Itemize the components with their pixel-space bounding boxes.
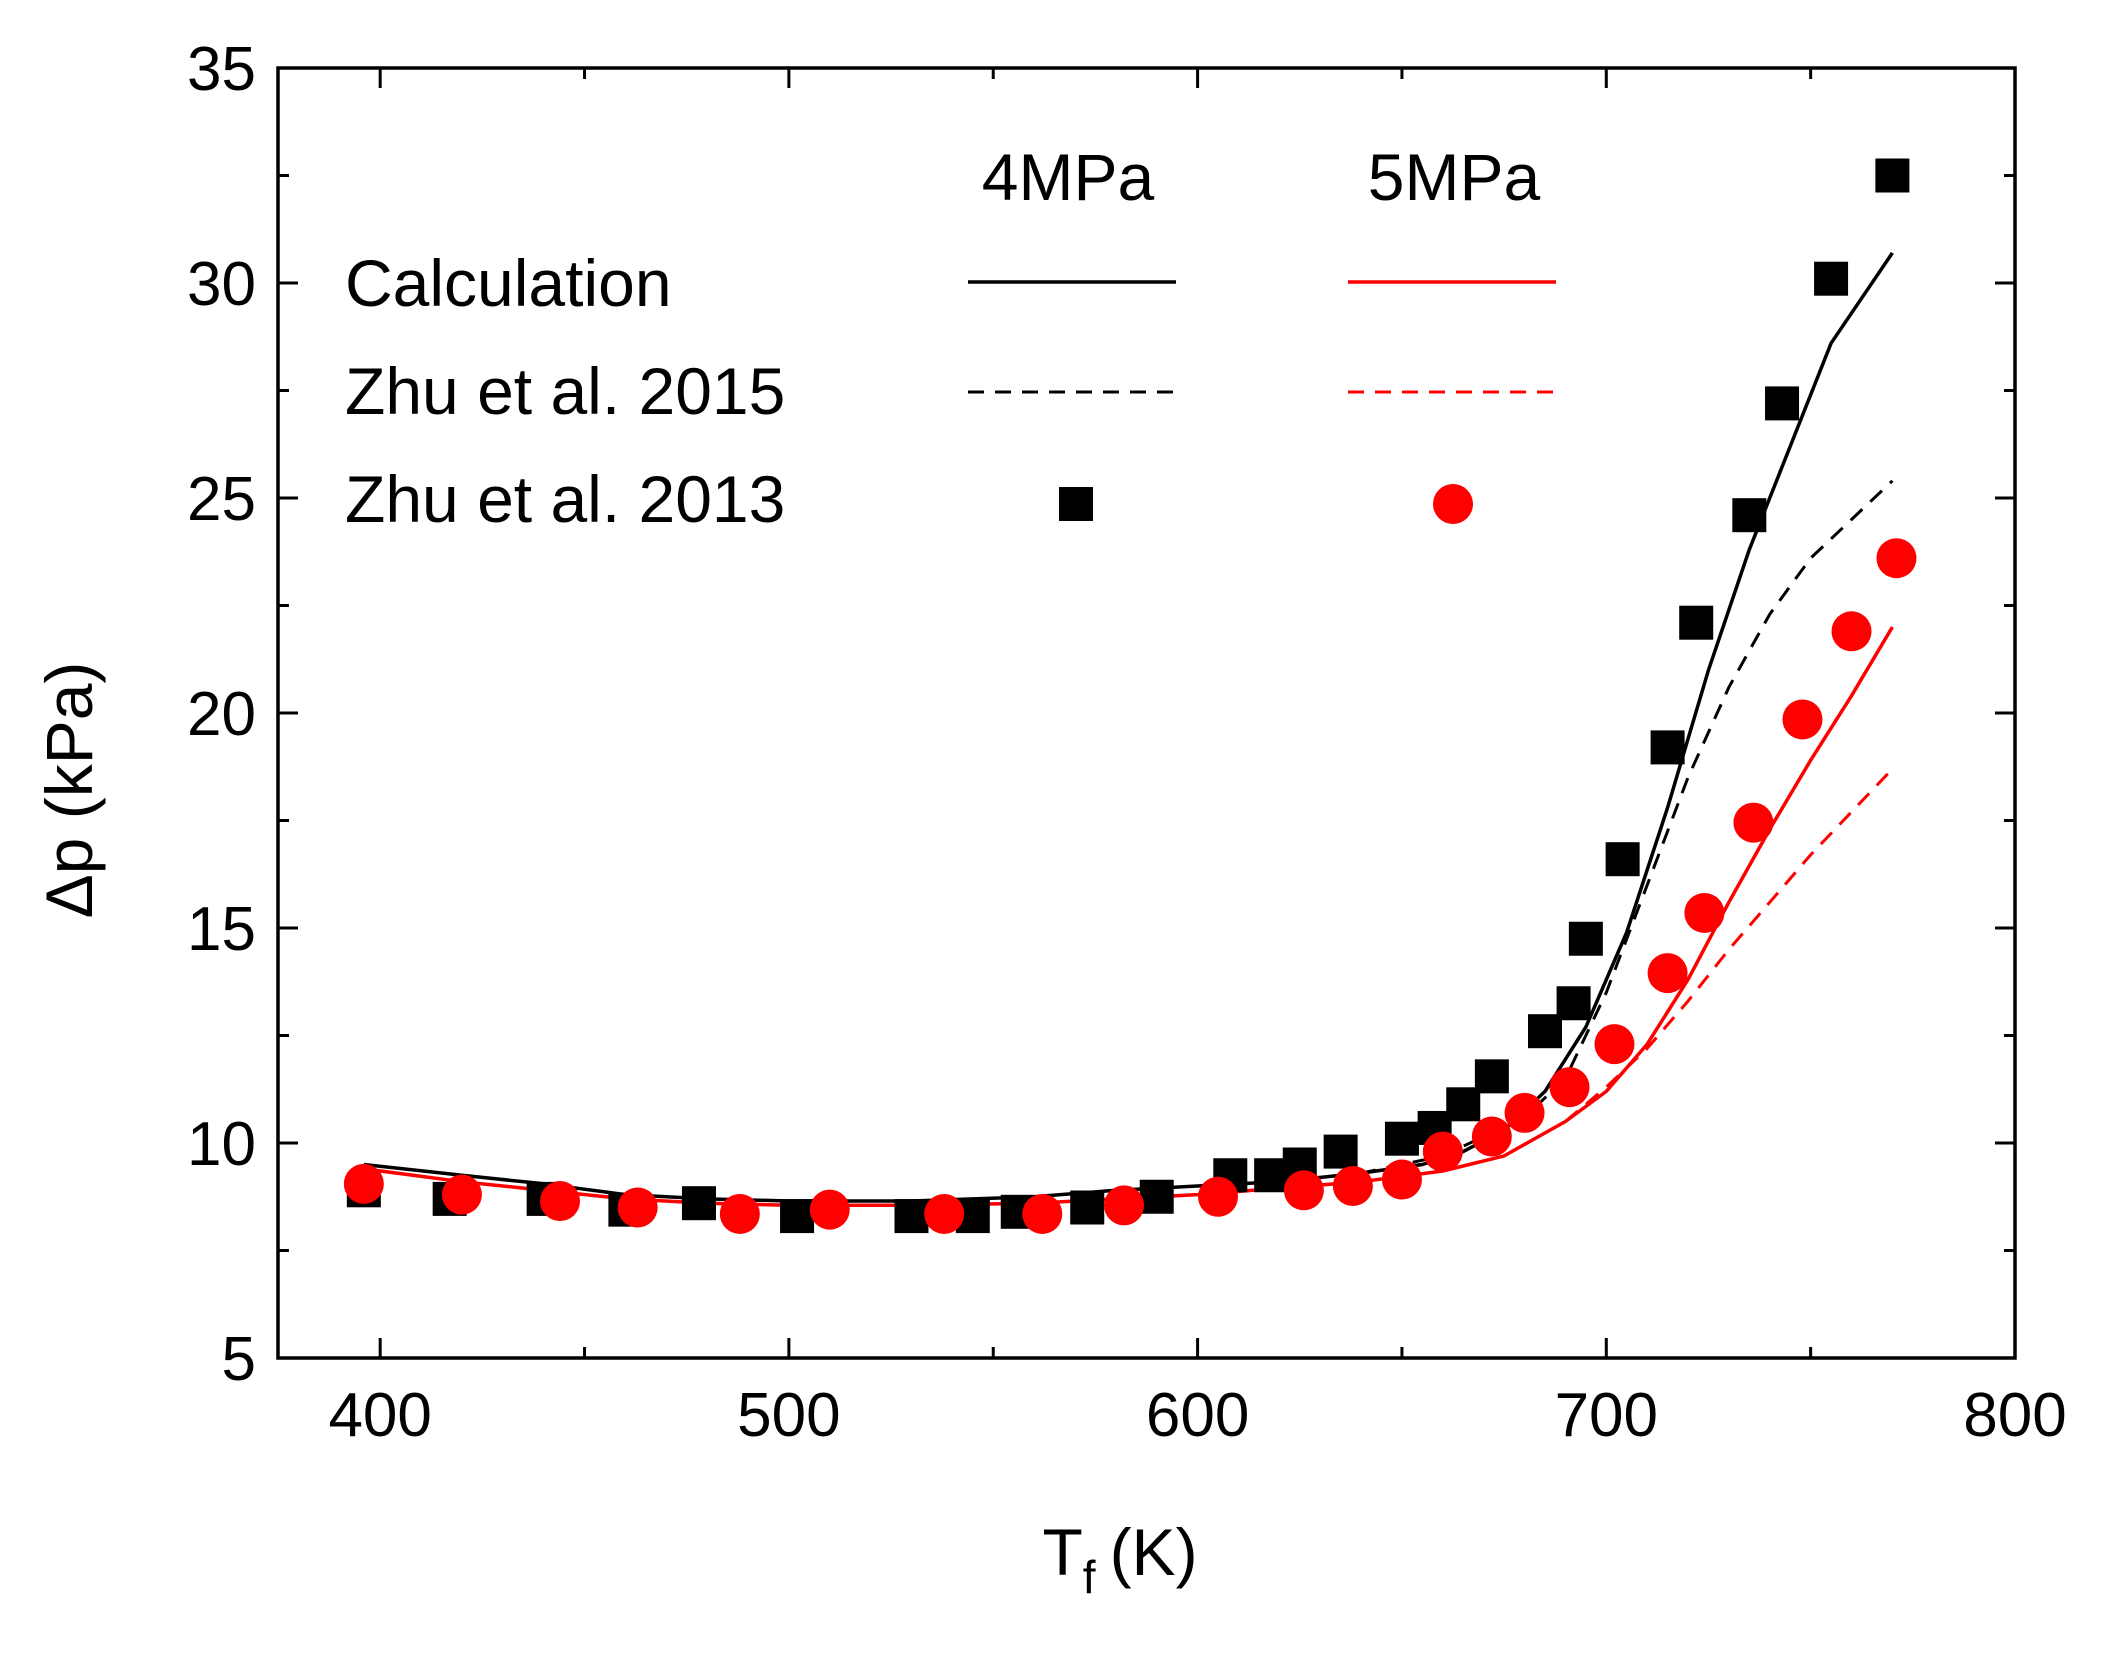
y-tick-label: 10 xyxy=(187,1110,256,1179)
x-axis-label: Tf (K) xyxy=(1042,1515,1197,1603)
x-tick-label: 600 xyxy=(1146,1381,1249,1450)
x-tick-label: 400 xyxy=(328,1381,431,1450)
circle-data-point xyxy=(441,1174,482,1215)
legend-col-header-4mpa: 4MPa xyxy=(982,140,1155,214)
circle-data-point xyxy=(719,1193,760,1234)
square-data-point xyxy=(1568,921,1603,956)
legend-row-calculation: Calculation xyxy=(345,246,672,320)
circle-data-point xyxy=(1782,699,1823,740)
square-data-point xyxy=(1139,1179,1174,1214)
circle-data-point xyxy=(924,1193,965,1234)
square-data-point xyxy=(1384,1121,1419,1156)
series-zhu-et-al-2013-5mpa xyxy=(343,538,1917,1234)
y-tick-label: 15 xyxy=(187,895,256,964)
circle-data-point xyxy=(1104,1185,1145,1226)
series-zhu-et-al-2015-5mpa xyxy=(1564,767,1894,1123)
circle-data-point xyxy=(1876,538,1917,579)
circle-data-point xyxy=(1471,1116,1512,1157)
square-data-point xyxy=(1527,1014,1562,1049)
circle-data-point xyxy=(809,1189,850,1230)
y-tick-label: 30 xyxy=(187,250,256,319)
x-tick-label: 800 xyxy=(1963,1381,2066,1450)
axis-layer: 400 500 600 700 800 5 10 15 20 25 30 35 xyxy=(187,35,2067,1450)
legend-row-zhu-2015: Zhu et al. 2015 xyxy=(345,354,785,428)
square-data-point xyxy=(1732,498,1767,533)
y-tick-label: 35 xyxy=(187,35,256,104)
square-data-point xyxy=(1765,386,1800,421)
square-data-point xyxy=(1650,730,1685,765)
square-data-point xyxy=(1605,842,1640,877)
circle-data-point xyxy=(1022,1193,1063,1234)
circle-data-point xyxy=(343,1163,384,1204)
x-axis-label-main: T xyxy=(1042,1515,1082,1589)
square-data-point xyxy=(1814,261,1849,296)
square-data-point xyxy=(1679,605,1714,640)
solid-line xyxy=(363,626,1894,1208)
x-tick-label: 700 xyxy=(1555,1381,1658,1450)
circle-data-point xyxy=(540,1181,581,1222)
x-tick-label: 500 xyxy=(737,1381,840,1450)
square-data-point xyxy=(894,1199,929,1234)
y-tick-label: 20 xyxy=(187,680,256,749)
legend-zhu2013-4mpa-square-marker xyxy=(1059,487,1093,521)
circle-data-point xyxy=(617,1187,658,1228)
square-data-point xyxy=(1556,986,1591,1021)
circle-data-point xyxy=(1594,1024,1635,1065)
square-data-point xyxy=(1446,1087,1481,1122)
circle-data-point xyxy=(1831,611,1872,652)
legend: 4MPa 5MPa Calculation Zhu et al. 2015 Zh… xyxy=(345,140,1556,536)
circle-data-point xyxy=(1549,1067,1590,1108)
y-tick-label: 5 xyxy=(222,1325,256,1394)
series-calculation-5mpa xyxy=(363,626,1894,1208)
legend-row-zhu-2013: Zhu et al. 2013 xyxy=(345,462,785,536)
square-data-point xyxy=(1070,1190,1105,1225)
legend-zhu2013-5mpa-circle-marker xyxy=(1433,484,1473,524)
circle-data-point xyxy=(1422,1131,1463,1172)
circle-data-point xyxy=(1684,892,1725,933)
circle-data-point xyxy=(1332,1166,1373,1206)
legend-col-header-5mpa: 5MPa xyxy=(1368,140,1541,214)
y-axis-label: Δp (kPa) xyxy=(32,662,106,919)
square-data-point xyxy=(1474,1059,1509,1094)
circle-data-point xyxy=(1733,802,1774,843)
square-data-point xyxy=(1323,1134,1358,1169)
circle-data-point xyxy=(1647,953,1688,994)
circle-data-point xyxy=(1381,1159,1422,1200)
square-data-point xyxy=(1254,1158,1289,1193)
square-data-point xyxy=(681,1186,716,1221)
x-axis-label-unit: (K) xyxy=(1110,1515,1198,1589)
dashed-line xyxy=(1564,767,1894,1123)
y-tick-label: 25 xyxy=(187,465,256,534)
x-axis-label-sub: f xyxy=(1083,1551,1096,1603)
circle-data-point xyxy=(1198,1176,1239,1217)
circle-data-point xyxy=(1283,1170,1324,1211)
square-data-point xyxy=(780,1199,815,1234)
circle-data-point xyxy=(1504,1092,1545,1133)
square-data-point xyxy=(1875,158,1910,193)
plot-layer xyxy=(343,158,1917,1234)
